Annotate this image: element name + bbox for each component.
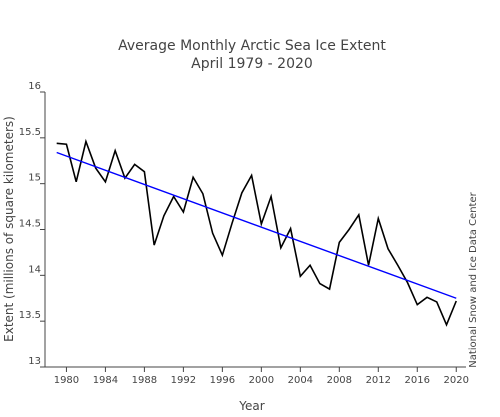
trend-line bbox=[56, 151, 457, 299]
y-ticks: 13 13.5 14 14.5 15 15.5 16 bbox=[19, 81, 45, 368]
y-axis-label: Extent (millions of square kilometers) bbox=[2, 116, 16, 342]
chart-title: Average Monthly Arctic Sea Ice Extent bbox=[118, 38, 386, 54]
chart-subtitle: April 1979 - 2020 bbox=[191, 56, 313, 72]
y-tick-label: 15 bbox=[28, 173, 41, 184]
x-tick-label: 2020 bbox=[444, 375, 469, 386]
credit-label: National Snow and Ice Data Center bbox=[468, 191, 479, 367]
extent-series-line bbox=[56, 138, 457, 327]
x-tick-label: 1984 bbox=[93, 375, 118, 386]
y-tick-label: 13 bbox=[28, 356, 41, 367]
x-tick-label: 1996 bbox=[210, 375, 235, 386]
x-tick-label: 2004 bbox=[288, 375, 313, 386]
x-tick-label: 1980 bbox=[54, 375, 79, 386]
x-tick-label: 2016 bbox=[405, 375, 430, 386]
x-axis-label: Year bbox=[238, 399, 264, 413]
x-tick-label: 2012 bbox=[366, 375, 391, 386]
y-tick-label: 15.5 bbox=[19, 127, 41, 138]
x-tick-label: 1992 bbox=[171, 375, 196, 386]
y-tick-label: 16 bbox=[28, 81, 41, 92]
x-tick-label: 2008 bbox=[327, 375, 352, 386]
y-tick-label: 14 bbox=[28, 264, 41, 275]
y-tick-label: 14.5 bbox=[19, 219, 41, 230]
x-tick-label: 2000 bbox=[249, 375, 274, 386]
x-tick-label: 1988 bbox=[132, 375, 157, 386]
x-ticks: 1980 1984 1988 1992 1996 2000 2004 2008 2012 2016… bbox=[54, 367, 469, 386]
y-tick-label: 13.5 bbox=[19, 310, 41, 321]
series-lines bbox=[56, 138, 457, 327]
plot-area: 1980 1984 1988 1992 1996 2000 2004 2008 2012 2016… bbox=[19, 81, 469, 386]
